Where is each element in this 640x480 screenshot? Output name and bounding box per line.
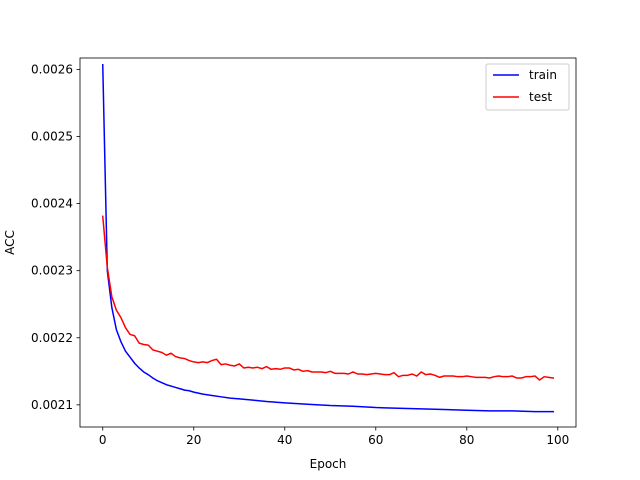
y-tick-label: 0.0023 bbox=[31, 264, 73, 278]
x-tick-label: 80 bbox=[459, 433, 474, 447]
y-tick-label: 0.0025 bbox=[31, 129, 73, 143]
x-tick-label: 20 bbox=[186, 433, 201, 447]
y-tick-label: 0.0022 bbox=[31, 331, 73, 345]
y-tick-label: 0.0026 bbox=[31, 62, 73, 76]
series-line-test bbox=[101, 215, 555, 381]
legend: train test bbox=[485, 63, 570, 111]
x-axis-label: Epoch bbox=[310, 457, 347, 471]
series-line-train bbox=[101, 63, 554, 413]
y-tick-label: 0.0021 bbox=[31, 398, 73, 412]
y-axis-label: ACC bbox=[3, 230, 17, 255]
axes: 0 20 40 60 80 100 0.0021 0.0022 0.0023 0.0024 0.00… bbox=[31, 57, 577, 447]
legend-label-test: test bbox=[529, 90, 552, 104]
x-tick-label: 100 bbox=[546, 433, 569, 447]
legend-label-train: train bbox=[529, 68, 557, 82]
axes-frame bbox=[79, 57, 577, 428]
y-tick-label: 0.0024 bbox=[31, 197, 73, 211]
plot-area bbox=[101, 63, 555, 413]
x-tick-label: 60 bbox=[368, 433, 383, 447]
x-tick-label: 40 bbox=[277, 433, 292, 447]
x-tick-label: 0 bbox=[99, 433, 107, 447]
